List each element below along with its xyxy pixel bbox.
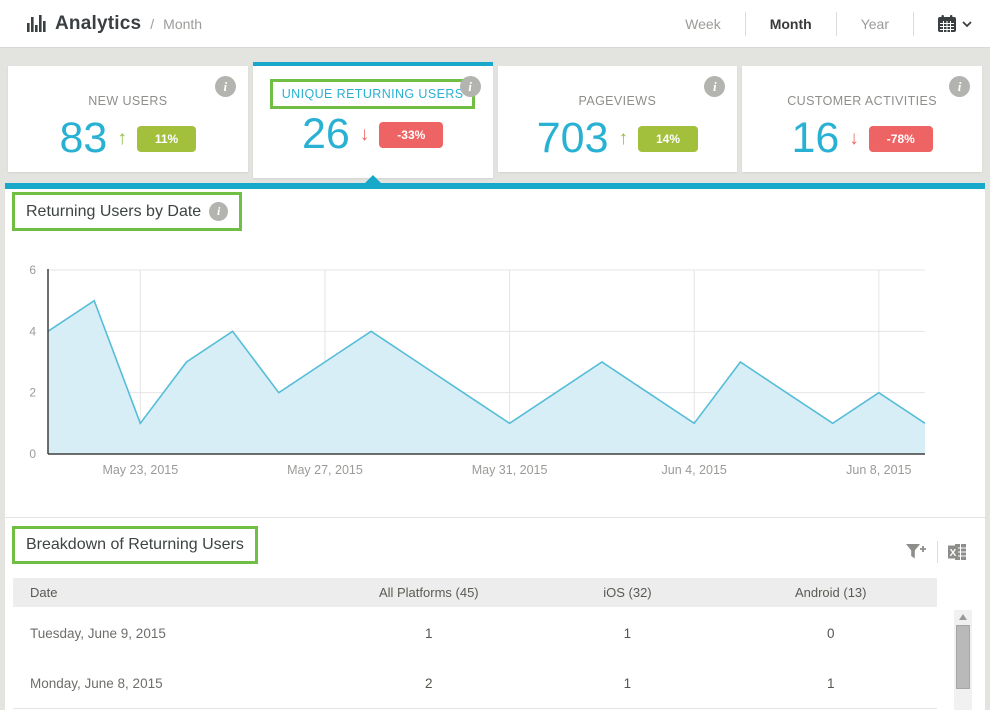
top-bar: Analytics / Month Week Month Year	[0, 0, 990, 48]
stat-cards: i NEW USERS 83 ↑ 11% i UNIQUE RETURNING USERS 2…	[8, 62, 982, 178]
toolbar-separator	[744, 11, 746, 36]
table-scrollbar[interactable]	[954, 610, 972, 710]
info-icon[interactable]: i	[214, 76, 236, 97]
change-badge: 11%	[136, 125, 197, 152]
section-divider	[5, 517, 985, 518]
date-picker-button[interactable]	[936, 14, 972, 34]
table-column-header: Android (13)	[724, 578, 937, 608]
row-value-cell: 1	[724, 658, 937, 709]
stat-card-unique-returning-users[interactable]: i UNIQUE RETURNING USERS 26 ↓ -33%	[252, 62, 493, 178]
info-icon[interactable]: i	[459, 76, 481, 97]
excel-export-icon[interactable]: X	[948, 543, 967, 561]
returning-users-area-chart: 0 2 4 6 May 23, 2015 May 27, 2015 May 31, 2015…	[29, 263, 926, 477]
svg-text:2: 2	[29, 386, 36, 400]
row-value-cell: 1	[530, 658, 725, 709]
card-title: CUSTOMER ACTIVITIES	[787, 94, 937, 108]
card-title: PAGEVIEWS	[578, 94, 657, 108]
row-date-cell: Monday, June 8, 2015	[13, 658, 328, 709]
card-value: 83	[59, 114, 108, 162]
stat-card-pageviews[interactable]: i PAGEVIEWS 703 ↑ 14%	[497, 66, 738, 172]
breadcrumb-current: Month	[163, 15, 203, 32]
selected-card-pointer	[364, 175, 381, 183]
change-badge: 14%	[637, 125, 699, 152]
row-date-cell: Tuesday, June 9, 2015	[13, 608, 328, 659]
toolbar-separator	[835, 11, 837, 36]
bar-chart-icon	[26, 14, 46, 34]
svg-text:May 27, 2015: May 27, 2015	[287, 463, 363, 477]
svg-text:Jun 4, 2015: Jun 4, 2015	[662, 463, 727, 477]
toolbar-separator	[913, 11, 914, 36]
card-title: UNIQUE RETURNING USERS	[269, 79, 476, 109]
row-value-cell: 2	[327, 658, 531, 709]
main-panel: Returning Users by Date i 0 2 4 6 May 23, 20…	[5, 189, 985, 710]
page-title: Analytics	[55, 12, 142, 34]
scrollbar-thumb[interactable]	[956, 625, 970, 689]
annotation-highlight-table-title: Breakdown of Returning Users	[12, 526, 258, 564]
table-header-row: Date All Platforms (45) iOS (32) Android (1…	[13, 578, 937, 608]
chart-title: Returning Users by Date	[26, 202, 202, 220]
table-column-header: Date	[13, 578, 328, 608]
filter-add-icon[interactable]	[905, 543, 927, 561]
svg-text:X: X	[950, 548, 957, 559]
selected-card-indicator-bar	[5, 175, 985, 189]
table-row: Monday, June 8, 2015 2 1 1	[13, 658, 937, 709]
calendar-icon	[936, 14, 958, 34]
svg-text:0: 0	[29, 447, 36, 461]
chart-section-header: Returning Users by Date i	[12, 192, 243, 231]
svg-text:May 31, 2015: May 31, 2015	[472, 463, 548, 477]
up-arrow-icon: ↑	[117, 127, 127, 149]
row-value-cell: 1	[327, 608, 531, 659]
up-arrow-icon: ↑	[618, 127, 628, 149]
card-value: 26	[301, 110, 350, 158]
table-title: Breakdown of Returning Users	[26, 536, 244, 553]
stat-card-customer-activities[interactable]: i CUSTOMER ACTIVITIES 16 ↓ -78%	[742, 66, 982, 172]
table-column-header: iOS (32)	[530, 578, 725, 608]
row-value-cell: 1	[530, 608, 725, 659]
svg-text:Jun 8, 2015: Jun 8, 2015	[846, 463, 911, 477]
chevron-down-icon	[962, 20, 972, 28]
change-badge: -78%	[868, 125, 933, 152]
table-row: Tuesday, June 9, 2015 1 1 0	[13, 608, 937, 659]
card-value: 16	[791, 114, 840, 162]
table-toolbar: X	[905, 541, 967, 563]
toolbar-separator	[937, 541, 938, 563]
down-arrow-icon: ↓	[849, 127, 859, 149]
annotation-highlight-chart-title: Returning Users by Date i	[12, 192, 243, 231]
svg-text:6: 6	[29, 263, 36, 277]
card-value: 703	[536, 114, 609, 162]
row-value-cell: 0	[724, 608, 937, 659]
range-tabs: Week Month Year	[661, 11, 914, 36]
breadcrumb-separator: /	[150, 15, 155, 32]
info-icon[interactable]: i	[209, 202, 229, 221]
down-arrow-icon: ↓	[359, 123, 370, 145]
stat-card-new-users[interactable]: i NEW USERS 83 ↑ 11%	[8, 66, 248, 172]
info-icon[interactable]: i	[704, 76, 726, 97]
range-tab-month[interactable]: Month	[769, 15, 812, 32]
card-title: NEW USERS	[88, 94, 168, 108]
breakdown-table: Date All Platforms (45) iOS (32) Android (1…	[13, 578, 937, 709]
svg-text:4: 4	[29, 324, 36, 338]
table-section-header: Breakdown of Returning Users	[12, 526, 258, 564]
range-tab-year[interactable]: Year	[860, 15, 889, 32]
info-icon[interactable]: i	[949, 76, 970, 97]
svg-text:May 23, 2015: May 23, 2015	[102, 463, 178, 477]
range-tab-week[interactable]: Week	[685, 15, 721, 32]
change-badge: -33%	[379, 121, 444, 148]
table-column-header: All Platforms (45)	[327, 578, 531, 608]
breakdown-table-wrap: Date All Platforms (45) iOS (32) Android (1…	[13, 578, 937, 709]
scrollbar-up-icon[interactable]	[959, 614, 967, 620]
